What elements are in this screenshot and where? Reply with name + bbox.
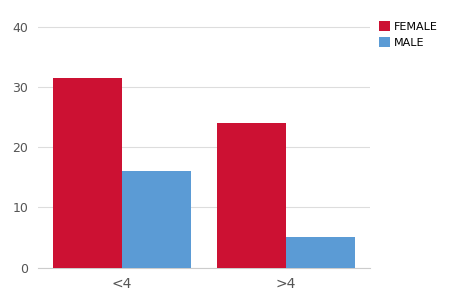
Bar [286,237,355,268]
Bar [53,78,122,268]
Bar [122,171,191,268]
Bar [217,123,286,268]
Legend: FEMALE, MALE: FEMALE, MALE [379,21,438,48]
